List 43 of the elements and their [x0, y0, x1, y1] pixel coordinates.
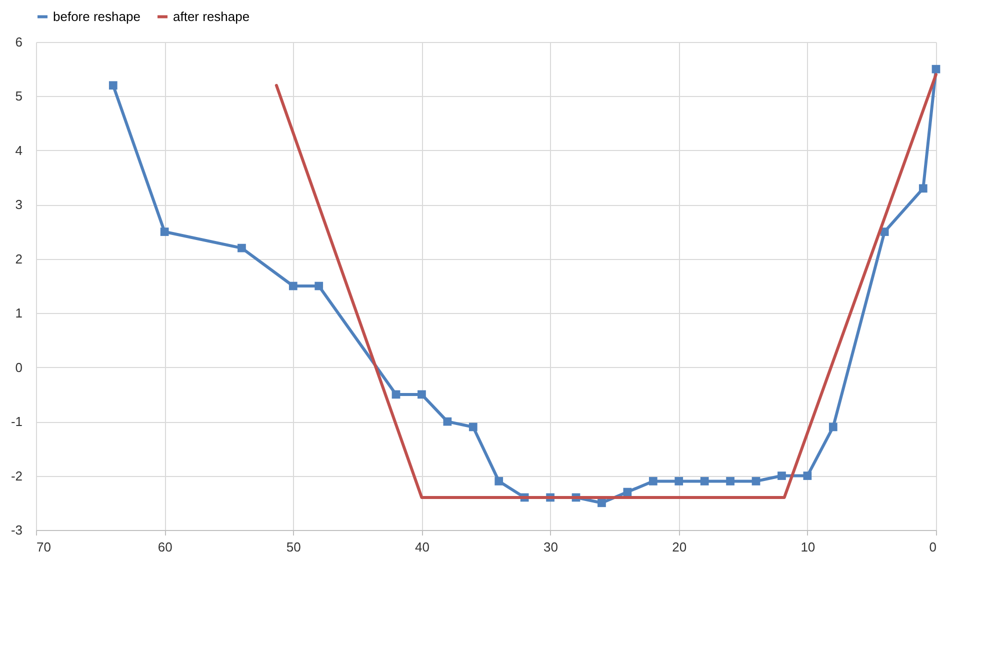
point	[238, 244, 246, 252]
point	[392, 390, 400, 399]
x-tick-label: 70	[36, 540, 51, 554]
point	[674, 477, 684, 486]
x-tick-label: 60	[158, 540, 172, 554]
y-tick-label: 6	[15, 34, 22, 50]
x-tick-label: 20	[672, 540, 687, 554]
point	[726, 477, 734, 486]
y-tick-label: -1	[10, 414, 22, 430]
y-tick-label: 3	[15, 197, 22, 212]
y-tick-label: 2	[15, 251, 22, 266]
point	[880, 228, 889, 236]
point	[828, 422, 838, 432]
point	[803, 472, 812, 480]
point	[700, 477, 709, 486]
point	[468, 422, 478, 432]
point	[418, 390, 426, 399]
legend-label: after reshape	[173, 8, 250, 24]
point	[494, 477, 504, 486]
point	[778, 472, 786, 480]
legend-label: before reshape	[53, 8, 140, 24]
point	[598, 498, 606, 508]
point	[752, 477, 760, 486]
point	[932, 64, 940, 74]
y-tick-label: -2	[10, 468, 22, 484]
y-tick-label: 5	[15, 88, 22, 104]
x-tick-label: 10	[800, 540, 816, 554]
y-tick-label: 4	[15, 142, 22, 158]
x-tick-label: 50	[286, 540, 301, 554]
point	[918, 184, 928, 193]
x-tick-label: 40	[414, 540, 430, 554]
x-tick-label: 30	[544, 540, 558, 554]
x-tick-label: 0	[929, 540, 936, 554]
point	[648, 477, 658, 486]
point	[108, 81, 118, 90]
point	[314, 282, 324, 290]
point	[288, 282, 298, 290]
point	[623, 488, 632, 496]
point	[443, 417, 452, 426]
y-tick-label: 1	[15, 306, 22, 321]
y-tick-label: -3	[10, 522, 22, 538]
point	[160, 228, 169, 236]
y-tick-label: 0	[15, 360, 22, 375]
